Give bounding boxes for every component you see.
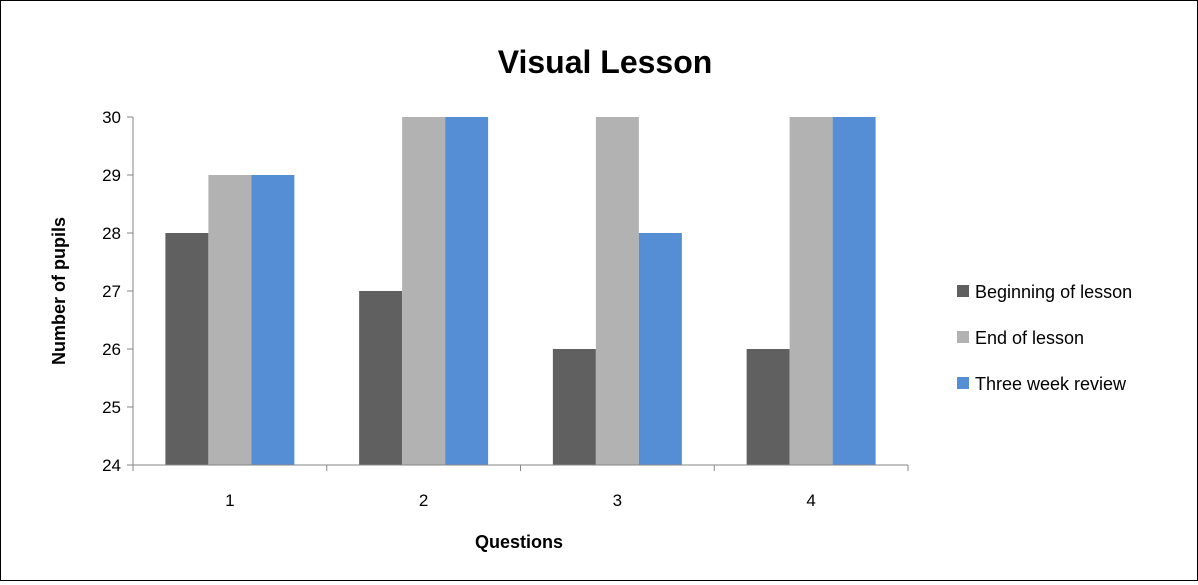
legend-label-2: End of lesson [975, 328, 1084, 348]
bar-1-1 [165, 233, 209, 465]
bar-1-3 [552, 349, 596, 465]
legend-swatch-3 [957, 377, 969, 389]
legend-label-3: Three week review [975, 374, 1127, 394]
chart-title: Visual Lesson [498, 44, 713, 80]
bar-1-4 [746, 349, 790, 465]
y-tick-label: 30 [102, 108, 121, 127]
x-tick-label: 1 [225, 491, 234, 510]
y-tick-label: 28 [102, 224, 121, 243]
x-tick-label: 4 [806, 491, 815, 510]
y-tick-label: 24 [102, 456, 121, 475]
y-axis-title: Number of pupils [49, 217, 69, 365]
bar-2-1 [208, 175, 252, 465]
bar-2-3 [595, 117, 639, 465]
bar-2-2 [402, 117, 446, 465]
x-axis-title: Questions [475, 532, 563, 552]
bar-1-2 [359, 291, 403, 465]
legend-swatch-2 [957, 331, 969, 343]
bar-2-4 [789, 117, 833, 465]
legend: Beginning of lesson End of lesson Three we… [957, 282, 1132, 394]
x-tick-label: 3 [613, 491, 622, 510]
x-tick-label: 2 [419, 491, 428, 510]
y-tick-label: 26 [102, 340, 121, 359]
y-tick-label: 25 [102, 398, 121, 417]
y-tick-label: 29 [102, 166, 121, 185]
bar-3-1 [251, 175, 295, 465]
bars-group [165, 117, 876, 465]
bar-3-4 [832, 117, 876, 465]
y-tick-label: 27 [102, 282, 121, 301]
legend-label-1: Beginning of lesson [975, 282, 1132, 302]
axes-group: 24 25 26 27 28 29 30 1 2 3 4 [102, 108, 909, 510]
legend-swatch-1 [957, 285, 969, 297]
bar-3-3 [638, 233, 682, 465]
bar-3-2 [445, 117, 489, 465]
